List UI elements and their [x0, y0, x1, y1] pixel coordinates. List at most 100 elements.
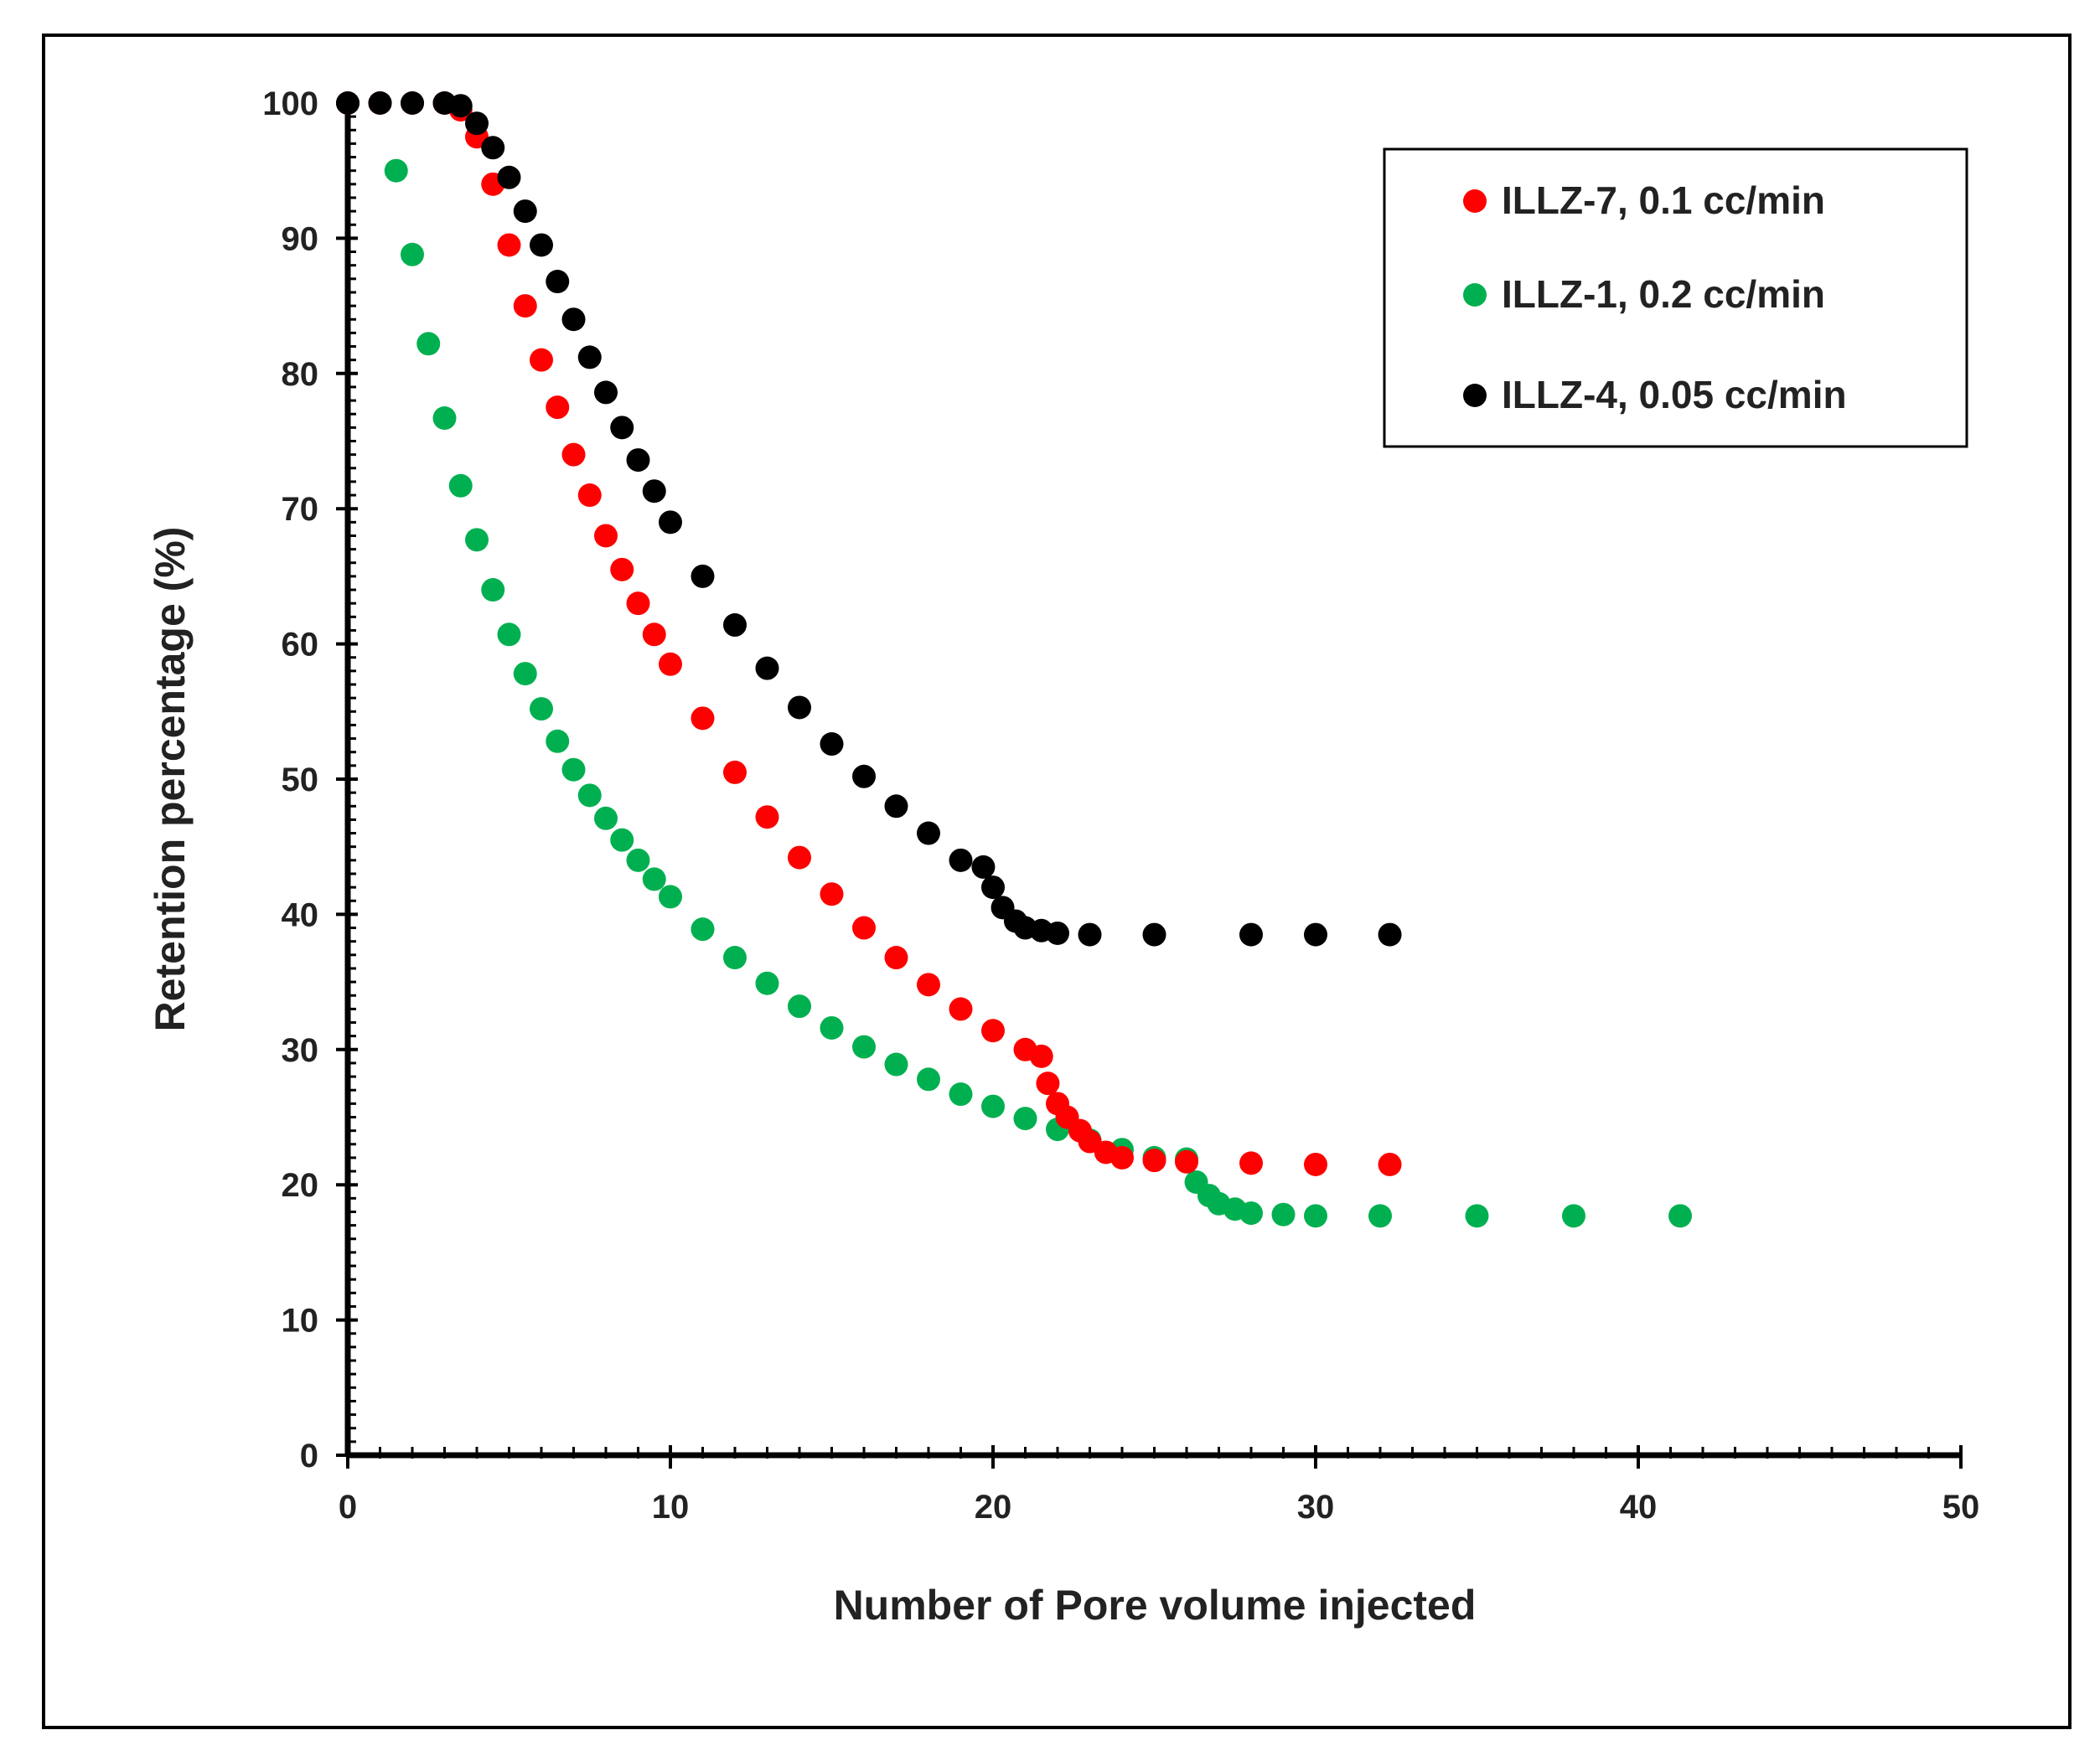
- data-point: [659, 652, 682, 676]
- data-point: [1239, 922, 1263, 947]
- data-point: [513, 294, 537, 318]
- data-point: [981, 1019, 1005, 1043]
- series-illz-1: [336, 91, 1693, 1228]
- data-point: [1368, 1204, 1392, 1228]
- data-point: [448, 473, 473, 498]
- data-point: [949, 1082, 973, 1107]
- x-tick-label: 20: [975, 1489, 1012, 1526]
- data-point: [546, 395, 570, 420]
- data-point: [884, 1052, 908, 1077]
- data-point: [755, 971, 779, 995]
- y-tick-label: 10: [282, 1303, 319, 1340]
- y-tick-label: 90: [282, 220, 319, 257]
- data-point: [530, 348, 553, 372]
- data-point: [981, 1094, 1005, 1118]
- data-point: [917, 973, 940, 997]
- data-point: [610, 557, 634, 581]
- data-point: [1304, 1152, 1327, 1176]
- data-point: [497, 233, 521, 257]
- data-point: [1378, 1152, 1402, 1176]
- data-point: [530, 233, 553, 257]
- data-point: [820, 1015, 844, 1040]
- data-point: [884, 794, 908, 819]
- legend-marker-illz-4: [1463, 384, 1487, 407]
- data-point: [530, 697, 553, 721]
- data-point: [642, 479, 666, 504]
- data-point: [1239, 1201, 1263, 1226]
- data-point: [1562, 1204, 1585, 1228]
- data-point: [917, 821, 940, 845]
- legend-label-illz-7: ILLZ-7, 0.1 cc/min: [1502, 178, 1825, 222]
- data-point: [577, 345, 602, 369]
- data-point: [465, 111, 489, 136]
- data-point: [788, 845, 811, 870]
- data-point: [594, 380, 618, 405]
- series-layer: [336, 91, 1693, 1228]
- data-point: [723, 946, 747, 970]
- data-point: [561, 757, 586, 782]
- data-point: [971, 855, 996, 879]
- data-point: [546, 729, 570, 753]
- data-point: [642, 622, 666, 647]
- data-point: [1046, 921, 1069, 945]
- data-point: [1110, 1145, 1134, 1170]
- data-point: [1378, 922, 1402, 947]
- data-point: [594, 524, 618, 548]
- data-point: [1078, 922, 1102, 947]
- data-point: [788, 695, 811, 720]
- data-point: [852, 764, 876, 788]
- x-tick-label: 30: [1297, 1489, 1335, 1526]
- data-point: [755, 805, 779, 829]
- data-point: [642, 867, 666, 891]
- data-point: [691, 564, 715, 588]
- data-point: [497, 622, 521, 647]
- data-point: [1465, 1204, 1489, 1228]
- data-point: [610, 416, 634, 440]
- y-tick-label: 30: [282, 1032, 319, 1069]
- data-point: [691, 706, 715, 731]
- legend-marker-illz-1: [1463, 283, 1487, 307]
- data-point: [497, 165, 521, 189]
- data-point: [691, 917, 715, 942]
- y-tick-label: 70: [282, 491, 319, 528]
- data-point: [788, 994, 811, 1019]
- data-point: [755, 656, 779, 680]
- legend-marker-illz-7: [1463, 189, 1487, 213]
- data-point: [610, 828, 634, 852]
- y-tick-label: 60: [282, 627, 319, 664]
- x-tick-label: 10: [652, 1489, 690, 1526]
- data-point: [1036, 1072, 1060, 1096]
- data-point: [1013, 1107, 1037, 1131]
- data-point: [1239, 1151, 1263, 1175]
- y-axis-title: Retention percentage (%): [147, 527, 194, 1032]
- data-point: [1175, 1149, 1198, 1174]
- data-point: [1029, 1044, 1053, 1068]
- data-point: [723, 760, 747, 784]
- data-point: [384, 158, 408, 183]
- data-point: [626, 448, 650, 473]
- data-point: [368, 91, 392, 115]
- data-point: [1142, 1149, 1166, 1173]
- data-point: [1304, 922, 1327, 947]
- x-tick-label: 50: [1942, 1489, 1980, 1526]
- y-axis-ticks: 0 10 20 30 40 50 60 70 80 90 100: [262, 85, 358, 1474]
- x-axis-title: Number of Pore volume injected: [834, 1582, 1477, 1629]
- y-tick-label: 100: [262, 85, 318, 122]
- data-point: [659, 510, 682, 534]
- legend-label-illz-4: ILLZ-4, 0.05 cc/min: [1502, 373, 1847, 416]
- data-point: [626, 848, 650, 872]
- y-tick-label: 50: [282, 762, 319, 798]
- data-point: [481, 578, 505, 602]
- series-illz-4: [336, 91, 1402, 947]
- data-point: [949, 997, 973, 1021]
- data-point: [546, 270, 570, 294]
- data-point: [949, 848, 973, 872]
- data-point: [577, 783, 602, 808]
- data-point: [465, 528, 489, 552]
- data-point: [432, 406, 457, 431]
- y-tick-label: 40: [282, 896, 319, 933]
- data-point: [481, 136, 505, 160]
- data-point: [336, 91, 359, 115]
